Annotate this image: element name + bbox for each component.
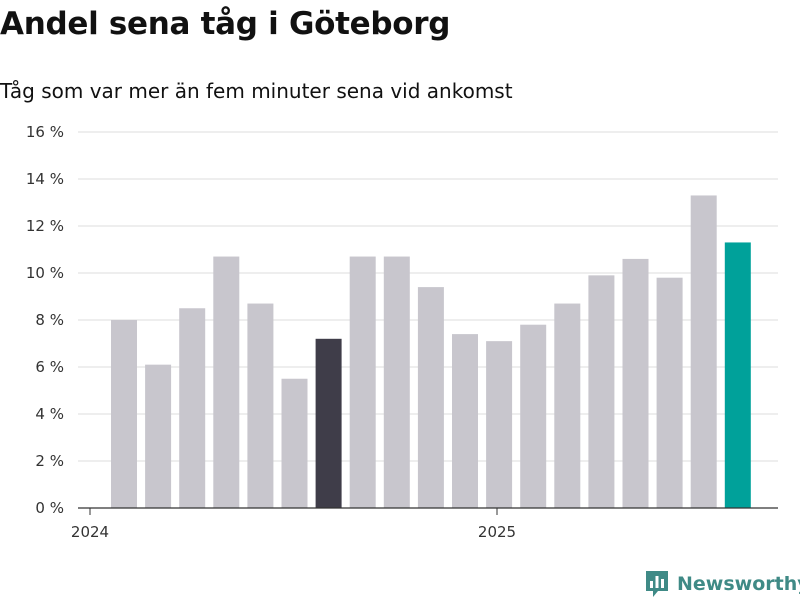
bar <box>588 275 615 508</box>
y-tick-label: 4 % <box>35 405 64 423</box>
newsworthy-logo: Newsworthy <box>645 569 800 599</box>
chart-subtitle: Tåg som var mer än fem minuter sena vid … <box>0 79 513 103</box>
bar <box>179 308 206 508</box>
y-tick-label: 12 % <box>26 217 64 235</box>
bar <box>622 258 649 508</box>
y-tick-label: 14 % <box>26 170 64 188</box>
bar <box>486 341 513 508</box>
bar <box>281 378 308 508</box>
bar <box>383 256 410 508</box>
x-axis-ticks: 2024 2025 <box>71 508 516 541</box>
x-tick-label: 2024 <box>71 523 109 541</box>
bar-chart-icon <box>646 571 668 597</box>
bar <box>520 324 547 508</box>
bar <box>417 287 444 508</box>
bar <box>145 364 172 508</box>
y-tick-label: 2 % <box>35 452 64 470</box>
y-tick-label: 0 % <box>35 499 64 517</box>
bar <box>247 303 274 508</box>
logo-text: Newsworthy <box>677 573 800 595</box>
y-tick-label: 10 % <box>26 264 64 282</box>
bar <box>349 256 376 508</box>
bar <box>213 256 240 508</box>
bar <box>554 303 581 508</box>
x-tick-label: 2025 <box>478 523 516 541</box>
bar <box>724 242 751 508</box>
y-tick-label: 16 % <box>26 123 64 141</box>
bars <box>111 195 751 508</box>
bar <box>690 195 717 508</box>
y-axis-ticks: 0 % 2 % 4 % 6 % 8 % 10 % 12 % 14 % 16 % <box>26 123 64 517</box>
bar <box>111 320 137 508</box>
y-tick-label: 6 % <box>35 358 64 376</box>
bar <box>315 338 342 508</box>
y-tick-label: 8 % <box>35 311 64 329</box>
bar <box>452 334 478 508</box>
bar <box>656 277 683 508</box>
chart-title: Andel sena tåg i Göteborg <box>0 6 451 42</box>
